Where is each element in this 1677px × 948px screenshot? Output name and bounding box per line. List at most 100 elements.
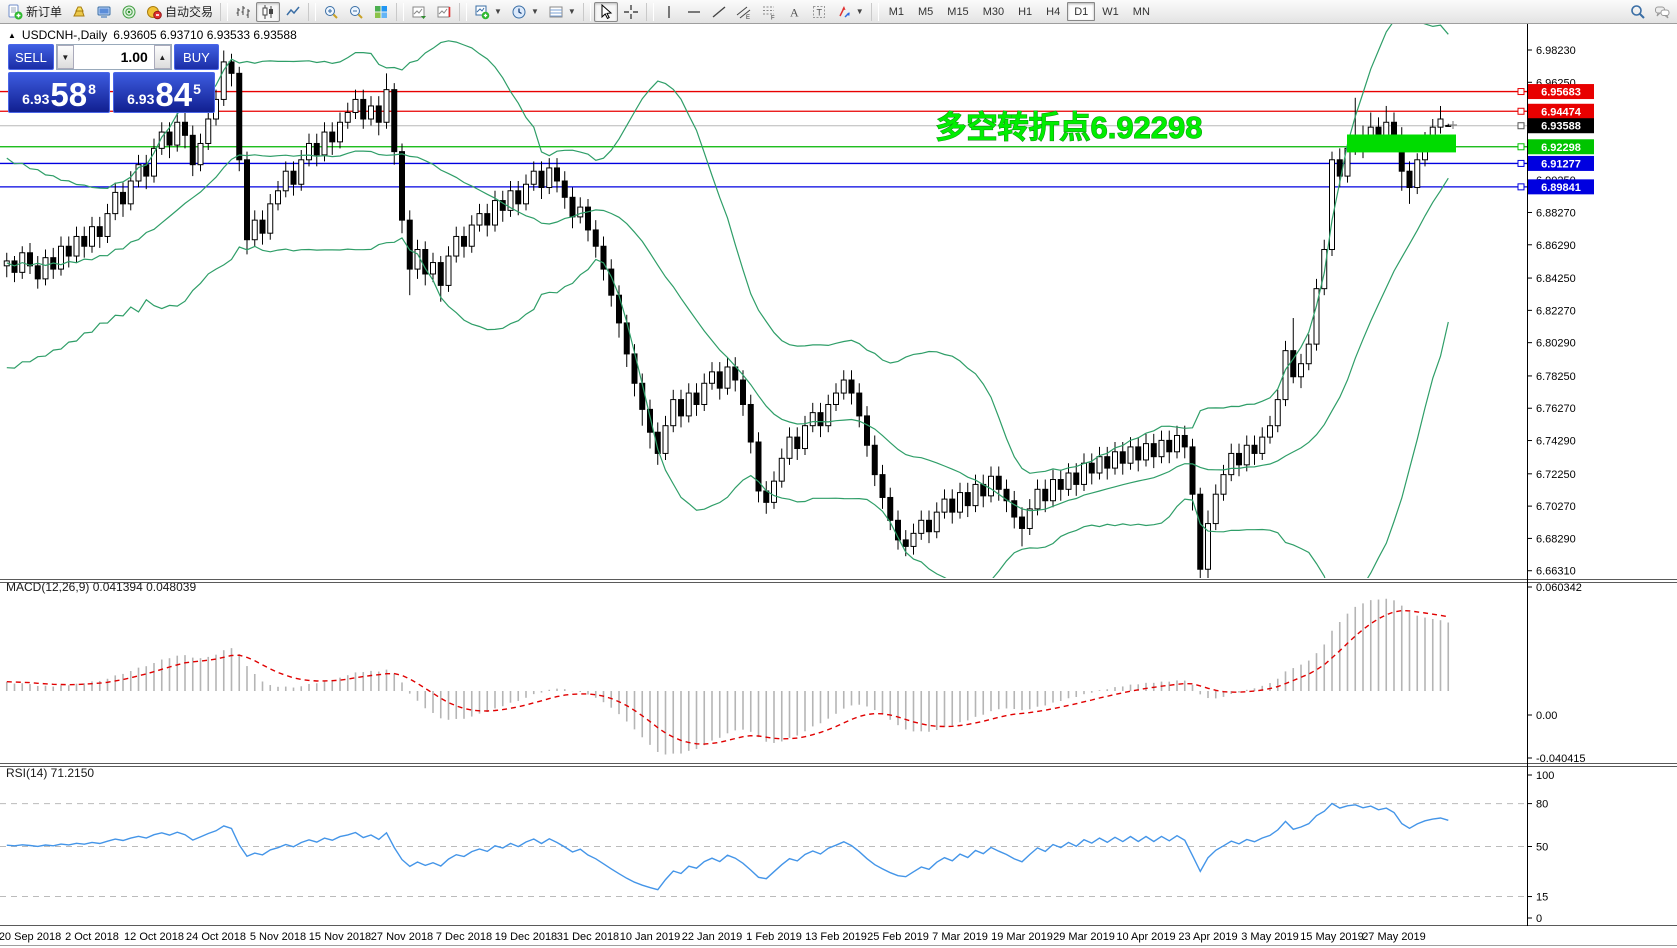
sell-price-big: 58 xyxy=(50,76,88,113)
svg-text:10 Jan 2019: 10 Jan 2019 xyxy=(620,931,681,943)
crosshair-icon xyxy=(623,4,639,20)
svg-text:31 Dec 2018: 31 Dec 2018 xyxy=(557,931,619,943)
svg-text:6.80290: 6.80290 xyxy=(1536,338,1576,350)
timeframe-m5-button[interactable]: M5 xyxy=(911,2,940,21)
chart-shift-button[interactable] xyxy=(432,2,456,22)
svg-text:27 May 2019: 27 May 2019 xyxy=(1362,931,1426,943)
timeframe-mn-button[interactable]: MN xyxy=(1126,2,1157,21)
vertical-line-tool-button[interactable] xyxy=(657,2,681,22)
svg-text:6.93588: 6.93588 xyxy=(1541,121,1581,133)
autoscroll-icon xyxy=(411,4,427,20)
profiles-button[interactable]: ▼ xyxy=(507,2,543,22)
svg-text:22 Jan 2019: 22 Jan 2019 xyxy=(682,931,743,943)
volume-input[interactable]: 1.00 xyxy=(73,45,154,69)
equidistant-channel-icon: E xyxy=(736,4,752,20)
strategy-tester-button[interactable] xyxy=(117,2,141,22)
price-chart[interactable]: 多空转折点6.92298 MACD(12,26,9) 0.041394 0.048… xyxy=(0,24,1677,948)
macd-axis-label: 0.00 xyxy=(1536,710,1557,722)
buy-button[interactable]: BUY xyxy=(173,44,219,70)
svg-text:6.86290: 6.86290 xyxy=(1536,240,1576,252)
text-tool-button[interactable]: A xyxy=(782,2,806,22)
chat-icon xyxy=(1654,4,1670,20)
bar-chart-mode-button[interactable] xyxy=(231,2,255,22)
tile-windows-icon xyxy=(373,4,389,20)
svg-text:6.84250: 6.84250 xyxy=(1536,273,1576,285)
new-chart-button[interactable]: ▼ xyxy=(470,2,506,22)
text-icon: A xyxy=(786,4,802,20)
chevron-down-icon: ▼ xyxy=(494,7,502,16)
cursor-tool-button[interactable] xyxy=(593,1,618,22)
quotes-button[interactable] xyxy=(67,2,91,22)
sell-button[interactable]: SELL xyxy=(8,44,54,70)
timeframe-d1-button[interactable]: D1 xyxy=(1067,2,1096,21)
macd-label: MACD(12,26,9) 0.041394 0.048039 xyxy=(6,580,196,594)
sell-price-small: 6.93 xyxy=(22,91,50,107)
svg-text:29 Mar 2019: 29 Mar 2019 xyxy=(1053,931,1115,943)
svg-text:10 Apr 2019: 10 Apr 2019 xyxy=(1116,931,1175,943)
arrows-icon xyxy=(836,4,852,20)
line-chart-mode-button[interactable] xyxy=(281,2,305,22)
svg-text:6.78250: 6.78250 xyxy=(1536,371,1576,383)
svg-text:6.88270: 6.88270 xyxy=(1536,207,1576,219)
svg-text:6.82270: 6.82270 xyxy=(1536,305,1576,317)
terminal-icon xyxy=(96,4,112,20)
cursor-icon xyxy=(598,3,614,20)
timeframe-m1-button[interactable]: M1 xyxy=(882,2,911,21)
rsi-axis-label: 50 xyxy=(1536,842,1548,854)
zoom-in-icon xyxy=(323,4,339,20)
timeframe-w1-button[interactable]: W1 xyxy=(1095,2,1126,21)
collapse-triangle-icon: ▲ xyxy=(8,30,16,40)
buy-price-pip: 5 xyxy=(193,81,201,97)
svg-text:25 Feb 2019: 25 Feb 2019 xyxy=(867,931,929,943)
svg-text:23 Apr 2019: 23 Apr 2019 xyxy=(1178,931,1237,943)
sell-price-box[interactable]: 6.93 58 8 xyxy=(8,72,110,113)
chat-button[interactable] xyxy=(1650,2,1674,22)
timeframe-m30-button[interactable]: M30 xyxy=(976,2,1011,21)
svg-text:2 Oct 2018: 2 Oct 2018 xyxy=(65,931,119,943)
buy-price-small: 6.93 xyxy=(127,91,155,107)
main-toolbar: 新订单 自动交易 ▼ ▼ ▼ E F A T ▼ M1 M5 M15 M30 H1 H4 D… xyxy=(0,0,1677,24)
terminal-button[interactable] xyxy=(92,2,116,22)
templates-button[interactable]: ▼ xyxy=(544,2,580,22)
macd-axis-label: -0.040415 xyxy=(1536,753,1586,765)
svg-text:15 Nov 2018: 15 Nov 2018 xyxy=(309,931,371,943)
buy-price-big: 84 xyxy=(155,76,193,113)
chevron-down-icon: ▼ xyxy=(855,7,864,16)
time-axis: 20 Sep 2018 2 Oct 2018 12 Oct 2018 24 Oct 2… xyxy=(0,931,1426,943)
channel-tool-button[interactable]: E xyxy=(732,2,756,22)
search-button[interactable] xyxy=(1626,2,1650,22)
horizontal-line-tool-button[interactable] xyxy=(682,2,706,22)
trendline-tool-button[interactable] xyxy=(707,2,731,22)
fibonacci-tool-button[interactable]: F xyxy=(757,2,781,22)
macd-pane xyxy=(5,598,1450,755)
timeframe-h1-button[interactable]: H1 xyxy=(1011,2,1039,21)
timeframe-m15-button[interactable]: M15 xyxy=(940,2,975,21)
zoom-out-button[interactable] xyxy=(344,2,368,22)
template-icon xyxy=(548,4,564,20)
timeframe-h4-button[interactable]: H4 xyxy=(1039,2,1067,21)
svg-text:6.72250: 6.72250 xyxy=(1536,469,1576,481)
tile-windows-button[interactable] xyxy=(369,2,393,22)
autoscroll-button[interactable] xyxy=(407,2,431,22)
candlestick-mode-button[interactable] xyxy=(256,1,281,22)
zoom-in-button[interactable] xyxy=(319,2,343,22)
rsi-label: RSI(14) 71.2150 xyxy=(6,766,94,780)
volume-increase-button[interactable]: ▲ xyxy=(153,45,171,69)
arrows-tool-button[interactable]: ▼ xyxy=(832,2,868,22)
svg-text:T: T xyxy=(816,7,822,17)
chevron-down-icon: ▼ xyxy=(530,7,539,16)
volume-decrease-button[interactable]: ▼ xyxy=(56,45,74,69)
trendline-icon xyxy=(711,4,727,20)
toolbar-separator xyxy=(870,2,879,21)
buy-price-box[interactable]: 6.93 84 5 xyxy=(113,72,215,113)
zoom-out-icon xyxy=(348,4,364,20)
crosshair-tool-button[interactable] xyxy=(619,2,643,22)
search-icon xyxy=(1630,4,1646,20)
chevron-down-icon: ▼ xyxy=(567,7,576,16)
timeframe-bar: M1 M5 M15 M30 H1 H4 D1 W1 MN xyxy=(882,2,1157,21)
text-label-tool-button[interactable]: T xyxy=(807,2,831,22)
autotrading-button[interactable]: 自动交易 xyxy=(142,2,217,22)
turning-point-annotation: 多空转折点6.92298 xyxy=(935,110,1202,145)
chart-window[interactable]: 多空转折点6.92298 MACD(12,26,9) 0.041394 0.048… xyxy=(0,24,1677,948)
new-order-button[interactable]: 新订单 xyxy=(3,2,66,22)
